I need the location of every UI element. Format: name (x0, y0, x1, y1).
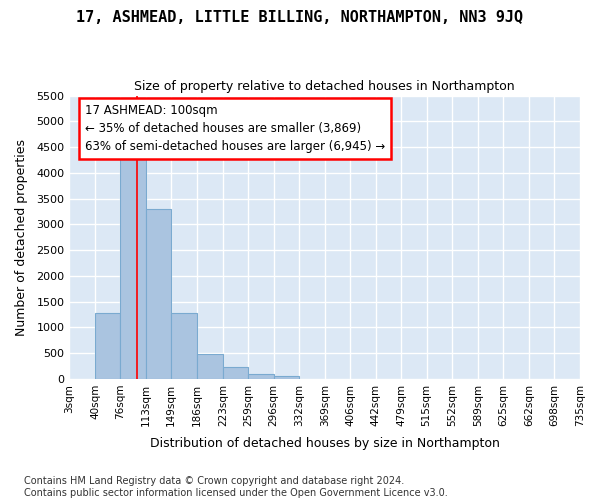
Bar (223, 367, 248, 379)
Y-axis label: Number of detached properties: Number of detached properties (15, 138, 28, 336)
X-axis label: Distribution of detached houses by size in Northampton: Distribution of detached houses by size … (150, 437, 500, 450)
Bar (248, 374, 274, 379)
Bar (171, 314, 197, 379)
Title: Size of property relative to detached houses in Northampton: Size of property relative to detached ho… (134, 80, 515, 93)
Text: 17 ASHMEAD: 100sqm
← 35% of detached houses are smaller (3,869)
63% of semi-deta: 17 ASHMEAD: 100sqm ← 35% of detached hou… (85, 104, 385, 153)
Bar (95, 314, 120, 379)
Text: Contains HM Land Registry data © Crown copyright and database right 2024.
Contai: Contains HM Land Registry data © Crown c… (24, 476, 448, 498)
Bar (197, 354, 223, 379)
Text: 17, ASHMEAD, LITTLE BILLING, NORTHAMPTON, NN3 9JQ: 17, ASHMEAD, LITTLE BILLING, NORTHAMPTON… (76, 10, 524, 25)
Bar (274, 376, 299, 379)
Bar (146, 209, 171, 379)
Bar (120, 155, 146, 379)
